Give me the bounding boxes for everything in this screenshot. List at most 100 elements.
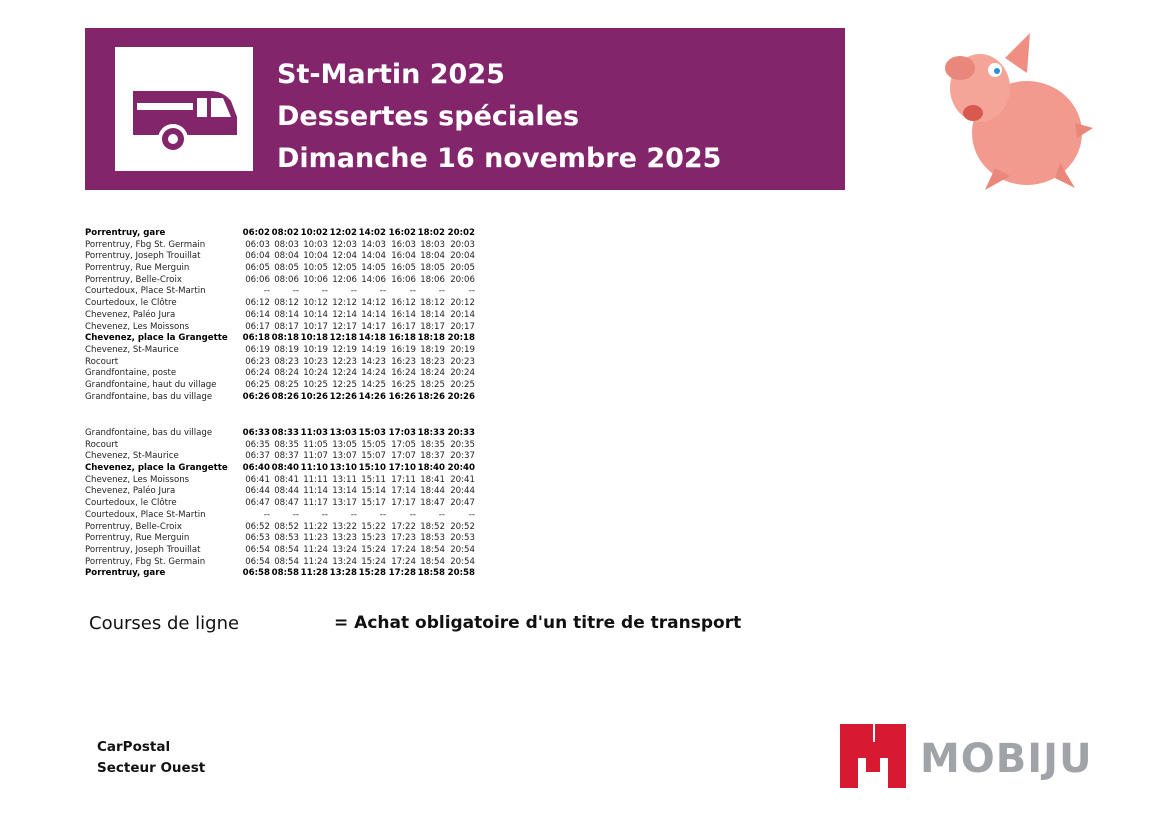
departure-time: 20:47 xyxy=(450,498,475,509)
bus-icon xyxy=(133,91,237,154)
stop-name: Rocourt xyxy=(85,439,119,450)
departure-time: 12:14 xyxy=(332,309,357,320)
stop-name: Chevenez, St-Maurice xyxy=(85,344,179,355)
departure-time: 06:18 xyxy=(242,333,270,344)
departure-time: 13:07 xyxy=(332,451,357,462)
stop-name: Grandfontaine, bas du village xyxy=(85,391,213,402)
operator: CarPostal Secteur Ouest xyxy=(97,737,205,779)
departure-time: 12:17 xyxy=(332,321,357,332)
stop-name: Porrentruy, Belle-Croix xyxy=(85,521,182,532)
departure-time: 06:35 xyxy=(245,439,270,450)
departure-time: 10:25 xyxy=(303,379,328,390)
stop-name: Porrentruy, Joseph Trouillat xyxy=(85,544,201,555)
departure-time: 18:47 xyxy=(420,498,445,509)
stop-name: Porrentruy, Fbg St. Germain xyxy=(85,556,206,567)
departure-time: 12:18 xyxy=(329,333,357,344)
departure-time: 08:19 xyxy=(274,344,299,355)
departure-time: 15:10 xyxy=(358,463,386,474)
departure-time: 16:18 xyxy=(388,333,416,344)
departure-time: 08:33 xyxy=(271,428,299,438)
stop-name: Courtedoux, le Clôtre xyxy=(85,498,177,509)
stop-name: Porrentruy, Fbg St. Germain xyxy=(85,239,206,250)
departure-time: 20:41 xyxy=(450,474,475,485)
departure-time: 15:24 xyxy=(361,556,386,567)
departure-time: 18:33 xyxy=(417,428,445,438)
departure-time: 08:17 xyxy=(274,321,299,332)
departure-time: 10:12 xyxy=(303,298,328,309)
departure-time: 12:04 xyxy=(332,251,357,262)
departure-time: 06:44 xyxy=(245,486,270,497)
departure-time: 15:11 xyxy=(361,474,386,485)
departure-time: 13:24 xyxy=(332,544,357,555)
departure-time: 20:04 xyxy=(450,251,475,262)
departure-time: -- xyxy=(321,286,328,297)
header-titles: St-Martin 2025 Dessertes spéciales Diman… xyxy=(277,54,721,180)
header-line-3: Dimanche 16 novembre 2025 xyxy=(277,143,722,174)
departure-time: 06:41 xyxy=(245,474,270,485)
departure-time: 18:35 xyxy=(420,439,445,450)
departure-time: 06:04 xyxy=(245,251,270,262)
departure-time: 20:19 xyxy=(450,344,475,355)
departure-time: -- xyxy=(379,286,386,297)
departure-time: 06:33 xyxy=(242,428,270,438)
departure-time: -- xyxy=(350,509,357,520)
departure-time: 06:54 xyxy=(245,544,270,555)
departure-time: 16:23 xyxy=(391,356,416,367)
departure-time: 13:03 xyxy=(329,428,357,438)
departure-time: 08:40 xyxy=(271,463,299,474)
departure-time: -- xyxy=(438,509,445,520)
departure-time: 08:35 xyxy=(274,439,299,450)
departure-time: 18:24 xyxy=(420,368,445,379)
departure-time: 17:05 xyxy=(391,439,416,450)
departure-time: 11:10 xyxy=(300,463,328,474)
departure-time: 06:26 xyxy=(242,391,270,402)
departure-time: 11:23 xyxy=(303,533,328,544)
pig-mascot-icon xyxy=(945,33,1093,190)
departure-time: 13:14 xyxy=(332,486,357,497)
departure-time: 20:17 xyxy=(450,321,475,332)
departure-time: 06:03 xyxy=(245,239,270,250)
departure-time: 10:02 xyxy=(300,228,328,238)
stop-name: Porrentruy, Belle-Croix xyxy=(85,274,182,285)
departure-time: 18:23 xyxy=(420,356,445,367)
departure-time: 18:02 xyxy=(417,228,445,238)
departure-time: 14:24 xyxy=(361,368,386,379)
departure-time: 20:35 xyxy=(450,439,475,450)
departure-time: 06:19 xyxy=(245,344,270,355)
departure-time: 18:04 xyxy=(420,251,445,262)
departure-time: 10:19 xyxy=(303,344,328,355)
svg-text:MOBIJU: MOBIJU xyxy=(920,736,1093,782)
departure-time: 13:10 xyxy=(329,463,357,474)
departure-time: 10:17 xyxy=(303,321,328,332)
departure-time: 14:25 xyxy=(361,379,386,390)
departure-time: -- xyxy=(350,286,357,297)
departure-time: 18:53 xyxy=(420,533,445,544)
departure-time: 12:05 xyxy=(332,263,357,274)
departure-time: 20:54 xyxy=(450,544,475,555)
departure-time: 12:03 xyxy=(332,239,357,250)
departure-time: 06:02 xyxy=(242,228,270,238)
departure-time: 06:52 xyxy=(245,521,270,532)
departure-time: -- xyxy=(263,286,270,297)
departure-time: 08:03 xyxy=(274,239,299,250)
departure-time: 16:02 xyxy=(388,228,416,238)
departure-time: 18:06 xyxy=(420,274,445,285)
departure-time: 08:54 xyxy=(274,544,299,555)
header-banner: St-Martin 2025 Dessertes spéciales Diman… xyxy=(85,28,845,190)
departure-time: 16:17 xyxy=(391,321,416,332)
departure-time: 18:37 xyxy=(420,451,445,462)
stop-name: Chevenez, place la Grangette xyxy=(85,463,228,474)
stop-name: Grandfontaine, haut du village xyxy=(85,379,217,390)
departure-time: 11:05 xyxy=(303,439,328,450)
bus-icon-box xyxy=(115,47,253,171)
departure-time: 17:17 xyxy=(391,498,416,509)
departure-time: 18:54 xyxy=(420,556,445,567)
departure-time: 20:25 xyxy=(450,379,475,390)
departure-time: -- xyxy=(468,286,475,297)
departure-time: 20:58 xyxy=(447,568,475,579)
departure-time: 18:14 xyxy=(420,309,445,320)
departure-time: 16:04 xyxy=(391,251,416,262)
departure-time: 15:14 xyxy=(361,486,386,497)
departure-time: 16:06 xyxy=(391,274,416,285)
operator-name: CarPostal xyxy=(97,739,171,755)
